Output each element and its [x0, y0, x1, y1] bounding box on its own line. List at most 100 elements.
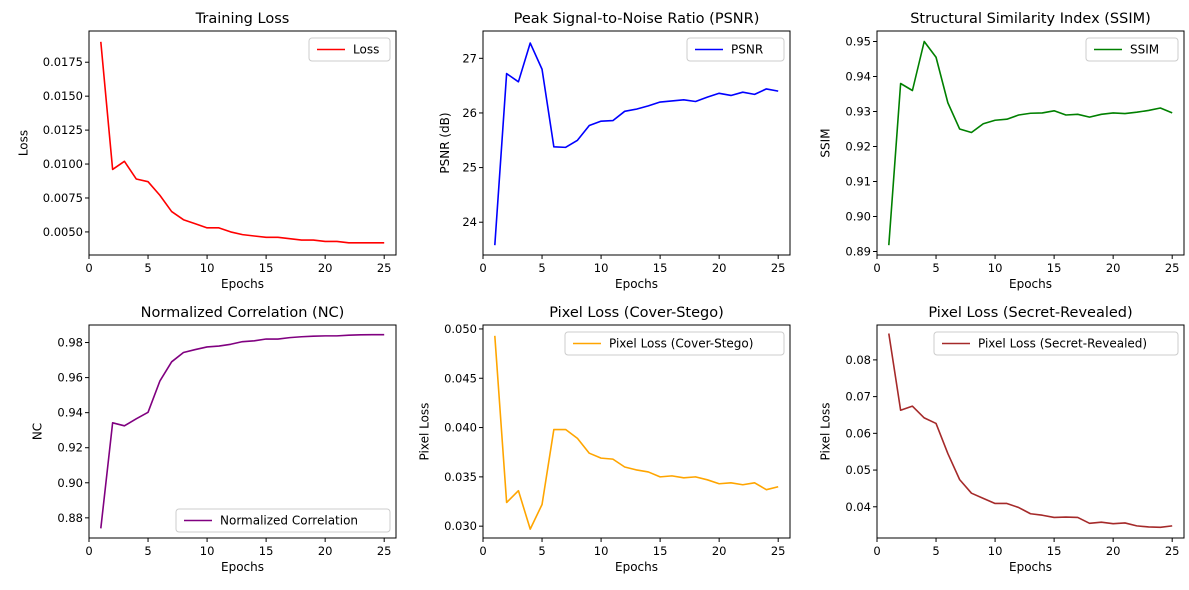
y-tick-label: 0.050 [444, 322, 477, 336]
x-tick-label: 10 [594, 261, 609, 275]
legend-label: SSIM [1130, 43, 1159, 57]
series-line-1 [100, 333, 385, 529]
y-axis-label: PSNR (dB) [438, 112, 452, 173]
y-tick-label: 0.0175 [43, 55, 83, 69]
plot-frame [88, 324, 397, 539]
x-tick-label: 5 [144, 544, 151, 558]
legend: SSIM [1085, 37, 1179, 62]
x-tick-label: 5 [538, 544, 545, 558]
y-tick-label: 26 [462, 106, 477, 120]
y-tick-label: 24 [462, 215, 477, 229]
chart-title: Training Loss [195, 11, 290, 27]
series-line-1 [494, 335, 779, 530]
y-tick-label: 0.05 [845, 463, 871, 477]
y-tick-label: 0.0100 [43, 157, 83, 171]
x-tick-label: 0 [479, 544, 486, 558]
chart-panel-6: Pixel Loss (Secret-Revealed) 0 5 10 15 20 25 0.… [818, 305, 1185, 574]
x-tick-label: 15 [259, 261, 274, 275]
series-line-1 [888, 333, 1173, 529]
legend: Pixel Loss (Cover-Stego) [564, 331, 785, 356]
series-line-1 [100, 41, 385, 244]
legend: Loss [308, 37, 391, 62]
legend-box [933, 331, 1179, 356]
series-line-1 [494, 42, 779, 246]
chart-title: Structural Similarity Index (SSIM) [910, 11, 1151, 27]
x-tick-label: 25 [1165, 544, 1180, 558]
x-tick-label: 0 [873, 261, 880, 275]
x-tick-label: 20 [1106, 544, 1121, 558]
legend-label: Loss [353, 43, 379, 57]
y-axis-label: NC [30, 423, 44, 440]
legend-box [175, 508, 391, 533]
x-tick-label: 15 [1047, 261, 1062, 275]
y-tick-label: 0.95 [845, 35, 871, 49]
x-tick-label: 0 [873, 544, 880, 558]
y-tick-label: 0.96 [57, 371, 83, 385]
y-tick-label: 0.0150 [43, 89, 83, 103]
x-tick-label: 15 [653, 261, 668, 275]
x-tick-label: 25 [1165, 261, 1180, 275]
x-axis-label: Epochs [1009, 560, 1052, 574]
x-tick-label: 0 [85, 544, 92, 558]
x-tick-label: 25 [377, 544, 392, 558]
y-tick-label: 0.90 [845, 210, 871, 224]
legend-box [686, 37, 785, 62]
x-axis-label: Epochs [1009, 277, 1052, 291]
y-tick-label: 0.030 [444, 519, 477, 533]
legend-label: Normalized Correlation [220, 514, 358, 528]
x-tick-label: 10 [200, 544, 215, 558]
y-tick-label: 0.040 [444, 421, 477, 435]
x-axis-label: Epochs [221, 560, 264, 574]
x-tick-label: 20 [1106, 261, 1121, 275]
y-tick-label: 0.0050 [43, 225, 83, 239]
plot-frame [876, 324, 1185, 539]
x-tick-label: 5 [144, 261, 151, 275]
x-tick-label: 20 [318, 261, 333, 275]
x-tick-label: 20 [712, 261, 727, 275]
y-tick-label: 0.92 [845, 140, 871, 154]
plot-frame [876, 30, 1185, 256]
plot-frame [482, 324, 791, 539]
y-tick-label: 0.89 [845, 245, 871, 259]
chart-panel-2: Peak Signal-to-Noise Ratio (PSNR) 0 5 10 15 2… [438, 11, 791, 291]
chart-title: Normalized Correlation (NC) [141, 305, 345, 321]
x-tick-label: 25 [771, 261, 786, 275]
y-axis-label: Loss [17, 130, 31, 156]
y-tick-label: 0.08 [845, 353, 871, 367]
plot-frame [88, 30, 397, 256]
chart-panel-3: Structural Similarity Index (SSIM) 0 5 10 15… [818, 11, 1185, 291]
legend-box [308, 37, 391, 62]
y-tick-label: 0.04 [845, 500, 871, 514]
y-tick-label: 0.92 [57, 441, 83, 455]
x-tick-label: 0 [479, 261, 486, 275]
x-tick-label: 15 [259, 544, 274, 558]
x-axis-label: Epochs [221, 277, 264, 291]
x-tick-label: 0 [85, 261, 92, 275]
y-tick-label: 0.98 [57, 336, 83, 350]
x-tick-label: 15 [1047, 544, 1062, 558]
legend-label: Pixel Loss (Cover-Stego) [609, 337, 753, 351]
x-axis-label: Epochs [615, 560, 658, 574]
x-tick-label: 25 [377, 261, 392, 275]
plot-frame [482, 30, 791, 256]
legend: Pixel Loss (Secret-Revealed) [933, 331, 1179, 356]
x-tick-label: 5 [932, 261, 939, 275]
y-tick-label: 0.035 [444, 470, 477, 484]
y-tick-label: 0.94 [57, 406, 83, 420]
x-tick-label: 20 [712, 544, 727, 558]
legend: Normalized Correlation [175, 508, 391, 533]
legend: PSNR [686, 37, 785, 62]
y-axis-label: SSIM [818, 128, 832, 157]
legend-label: PSNR [731, 43, 763, 57]
chart-title: Pixel Loss (Cover-Stego) [549, 305, 724, 321]
chart-panel-5: Pixel Loss (Cover-Stego) 0 5 10 15 20 25 0.030 0… [418, 305, 791, 574]
chart-title: Peak Signal-to-Noise Ratio (PSNR) [514, 11, 760, 27]
y-tick-label: 0.0075 [43, 191, 83, 205]
x-tick-label: 10 [200, 261, 215, 275]
chart-title: Pixel Loss (Secret-Revealed) [928, 305, 1132, 321]
x-tick-label: 15 [653, 544, 668, 558]
x-tick-label: 10 [988, 261, 1003, 275]
y-tick-label: 0.0125 [43, 123, 83, 137]
y-tick-label: 0.06 [845, 426, 871, 440]
